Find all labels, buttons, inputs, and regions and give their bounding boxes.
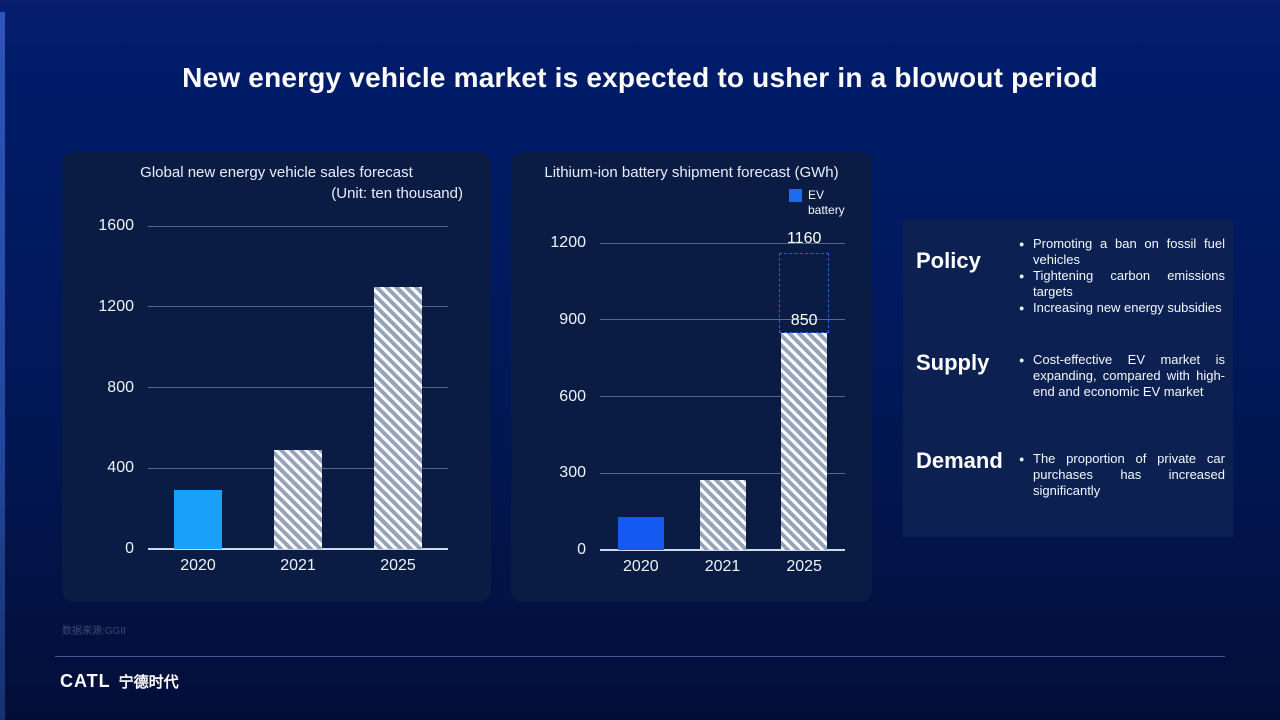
value-label-1160: 1160	[786, 230, 822, 248]
slide-title: New energy vehicle market is expected to…	[182, 62, 1098, 93]
ytick-0: 0	[577, 541, 586, 558]
gridline-600	[600, 396, 845, 397]
legend-swatch-ev-battery	[789, 189, 802, 202]
bullet-icon: ●	[1019, 355, 1025, 365]
bar-2021	[699, 479, 746, 550]
policy-bullets: ● Promoting a ban on fossil fuel vehicle…	[1019, 236, 1225, 316]
chart-card-nev-sales: Global new energy vehicle sales forecast…	[62, 152, 491, 602]
bullet-icon: ●	[1019, 271, 1025, 281]
bar-2021	[274, 450, 322, 549]
xtick-2025: 2025	[786, 558, 822, 575]
ytick-1200: 1200	[98, 297, 134, 315]
xtick-2021: 2021	[704, 558, 741, 575]
policy-bullet-3: Increasing new energy subsidies	[1033, 300, 1222, 315]
ytick-300: 300	[559, 464, 586, 482]
xtick-2021: 2021	[280, 557, 316, 574]
ytick-600: 600	[559, 387, 586, 405]
battery-shipment-plot: 0 300 600 900 1200 2020 2021 2025 1160 850	[550, 230, 845, 575]
bullet-icon: ●	[1019, 303, 1025, 313]
heading-policy: Policy	[916, 248, 981, 273]
xtick-2025: 2025	[380, 557, 416, 574]
gridline-1200	[600, 242, 845, 244]
ytick-900: 900	[559, 310, 586, 328]
list-item: ● Cost-effective EV market is expanding,…	[1019, 352, 1225, 400]
nev-sales-chart-title: Global new energy vehicle sales forecast	[140, 164, 413, 181]
ytick-400: 400	[107, 459, 134, 477]
bar-2025	[374, 286, 422, 549]
data-source-note: 数据来源:GGII	[62, 626, 126, 637]
xtick-2020: 2020	[180, 557, 216, 574]
list-item: ● The proportion of private car purchase…	[1019, 451, 1225, 499]
supply-bullet-1: Cost-effective EV market is expanding, c…	[1033, 352, 1225, 399]
gridline-0	[148, 548, 448, 550]
catl-logo: CATL 宁德时代	[60, 671, 179, 692]
demand-bullet-1: The proportion of private car purchases …	[1033, 451, 1225, 498]
heading-demand: Demand	[916, 448, 1003, 473]
gridline-300	[600, 472, 845, 474]
policy-bullet-1: Promoting a ban on fossil fuel vehicles	[1033, 236, 1225, 267]
battery-chart-legend: EV battery	[789, 188, 856, 218]
chart-card-battery-shipment: Lithium-ion battery shipment forecast (G…	[511, 152, 872, 602]
legend-label: EV battery	[808, 188, 845, 217]
gridline-1600	[148, 225, 448, 227]
list-item: ● Tightening carbon emissions targets	[1019, 268, 1225, 300]
catl-logo-chinese: 宁德时代	[118, 674, 179, 691]
battery-chart-title: Lithium-ion battery shipment forecast (G…	[544, 164, 839, 181]
value-label-850: 850	[790, 311, 818, 329]
bar-2020	[617, 516, 664, 550]
bullet-icon: ●	[1019, 239, 1025, 249]
bar-2025	[781, 332, 828, 550]
policy-bullet-2: Tightening carbon emissions targets	[1033, 268, 1225, 299]
xtick-2020: 2020	[623, 558, 659, 575]
gridline-900	[600, 319, 845, 321]
bullet-icon: ●	[1019, 454, 1025, 464]
footer-divider	[55, 656, 1225, 657]
ytick-0: 0	[125, 540, 134, 557]
forecast-dashed-box	[779, 253, 830, 333]
ytick-1600: 1600	[98, 217, 134, 234]
ytick-1200: 1200	[550, 234, 586, 251]
gridline-1200	[148, 306, 448, 308]
nev-sales-plot: 0 400 800 1200 1600 2020 2021 2025	[98, 217, 448, 574]
market-drivers-panel: Policy ● Promoting a ban on fossil fuel …	[903, 220, 1233, 537]
list-item: ● Increasing new energy subsidies	[1019, 300, 1225, 316]
bar-2020	[174, 490, 222, 549]
ytick-800: 800	[107, 378, 134, 396]
catl-logo-latin: CATL	[60, 671, 111, 691]
left-accent-strip	[0, 12, 5, 720]
gridline-800	[148, 387, 448, 388]
list-item: ● Promoting a ban on fossil fuel vehicle…	[1019, 236, 1225, 268]
nev-sales-unit-label: (Unit: ten thousand)	[331, 185, 463, 202]
gridline-0	[600, 549, 845, 551]
demand-bullets: ● The proportion of private car purchase…	[1019, 451, 1225, 499]
supply-bullets: ● Cost-effective EV market is expanding,…	[1019, 352, 1225, 400]
heading-supply: Supply	[916, 350, 990, 375]
